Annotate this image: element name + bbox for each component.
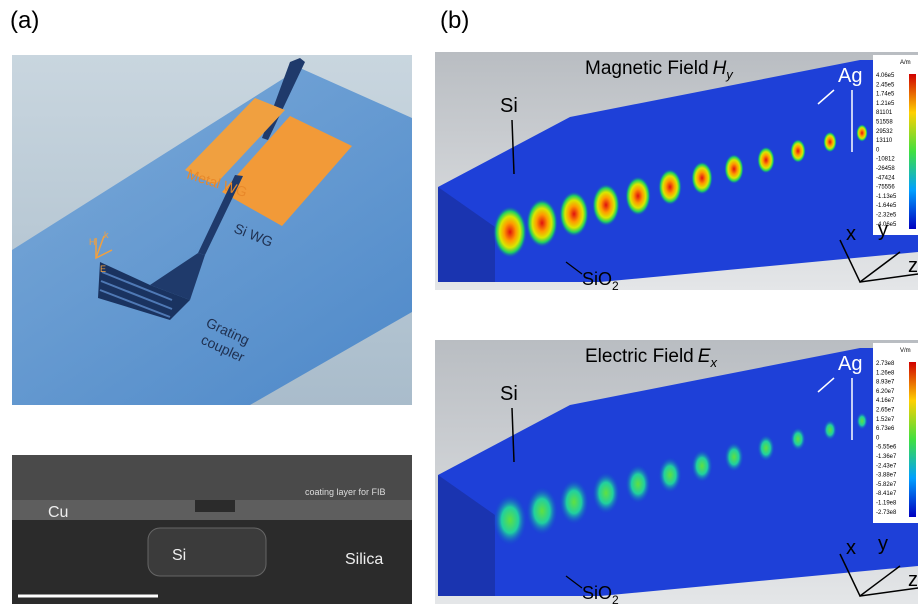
field-spot	[625, 464, 651, 504]
sem-label: Cu	[48, 504, 68, 521]
axis-label: E	[100, 264, 106, 274]
colorbar-label: -5.82e7	[876, 482, 897, 488]
field-spot	[493, 206, 527, 258]
colorbar	[909, 362, 916, 517]
colorbar-label: 13110	[876, 138, 893, 144]
axis-label: z	[908, 569, 918, 591]
axis-label: x	[846, 223, 856, 245]
field-spot	[592, 184, 620, 227]
colorbar-unit: A/m	[900, 60, 911, 66]
field-spot	[592, 472, 620, 515]
substrate-subscript: 2	[612, 593, 619, 604]
colorbar-label: -75556	[876, 185, 895, 191]
field-symbol: H	[713, 58, 727, 79]
axis-label: k	[104, 230, 109, 240]
sem-label: Si	[172, 547, 186, 564]
field-spot	[493, 494, 527, 546]
ag-label: Ag	[838, 65, 862, 87]
substrate-text: SiO	[582, 269, 612, 289]
field-spot	[856, 124, 868, 142]
field-spot	[823, 420, 837, 441]
figure: (a) (b) Metal WG Si WG Grating coupler H…	[0, 0, 918, 604]
axis-label: z	[908, 255, 918, 277]
colorbar-label: 2.65e7	[876, 408, 895, 414]
substrate-subscript: 2	[612, 279, 619, 293]
field-spot	[724, 154, 744, 184]
colorbar-unit: V/m	[900, 348, 911, 354]
page: (a) (b) Metal WG Si WG Grating coupler H…	[0, 0, 918, 604]
ag-label: Ag	[838, 353, 862, 375]
si-label: Si	[500, 95, 518, 117]
colorbar-label: -3.88e7	[876, 473, 897, 479]
colorbar-label: 8.93e7	[876, 380, 895, 386]
field-subscript: x	[709, 355, 717, 370]
colorbar-label: -2.32e5	[876, 213, 897, 219]
field-symbol: E	[698, 346, 711, 367]
sem-label: Silica	[345, 551, 383, 568]
field-spot	[757, 146, 775, 173]
colorbar-label: 1.21e5	[876, 101, 895, 107]
field-spot	[559, 479, 589, 525]
field-spot	[658, 169, 682, 205]
panel-label: (b)	[440, 7, 469, 34]
sem-label: coating layer for FIB	[305, 487, 386, 497]
colorbar-label: 1.26e8	[876, 370, 895, 376]
field-spot	[691, 161, 713, 194]
colorbar-label: -10812	[876, 157, 895, 163]
colorbar	[909, 74, 916, 229]
si-core	[148, 528, 266, 576]
colorbar-label: -8.41e7	[876, 491, 897, 497]
field-spot	[724, 442, 744, 472]
panel-label: (a)	[10, 7, 39, 34]
colorbar-label: 2.73e8	[876, 361, 895, 367]
colorbar-label: 2.45e5	[876, 82, 895, 88]
colorbar-label: 4.16e7	[876, 398, 895, 404]
field-spot	[691, 449, 713, 482]
colorbar-label: -5.55e6	[876, 445, 897, 451]
colorbar-label: 6.20e7	[876, 389, 895, 395]
colorbar-label: 51558	[876, 120, 893, 126]
colorbar-label: -1.36e7	[876, 454, 897, 460]
field-spot	[790, 139, 806, 163]
axis-label: y	[878, 533, 888, 555]
colorbar-label: 81101	[876, 110, 893, 116]
colorbar-label: -1.64e5	[876, 203, 897, 209]
field-spot	[658, 457, 682, 493]
field-spot	[559, 191, 589, 237]
colorbar-label: 1.74e5	[876, 92, 895, 98]
colorbar-label: -2.43e7	[876, 463, 897, 469]
colorbar-label: -47424	[876, 175, 895, 181]
colorbar-label: 1.52e7	[876, 417, 895, 423]
field-title-text: Electric Field	[585, 346, 694, 367]
field-spot	[790, 427, 806, 451]
colorbar-label: -1.19e8	[876, 501, 897, 507]
field-spot	[856, 412, 868, 430]
axis-label: x	[846, 537, 856, 559]
axis-label: H	[89, 237, 96, 247]
colorbar-label: -2.73e8	[876, 510, 897, 516]
axis-label: y	[878, 219, 888, 241]
field-spot	[823, 132, 837, 153]
substrate-text: SiO	[582, 583, 612, 603]
colorbar-label: 29532	[876, 129, 893, 135]
colorbar-label: 4.06e5	[876, 73, 895, 79]
field-title-text: Magnetic Field	[585, 58, 709, 79]
colorbar-label: 6.73e6	[876, 426, 895, 432]
field-spot	[625, 176, 651, 216]
colorbar-label: -26458	[876, 166, 895, 172]
si-label: Si	[500, 383, 518, 405]
field-spot	[526, 487, 558, 536]
colorbar-label: -1.13e5	[876, 194, 897, 200]
field-spot	[526, 199, 558, 248]
field-spot	[757, 434, 775, 461]
